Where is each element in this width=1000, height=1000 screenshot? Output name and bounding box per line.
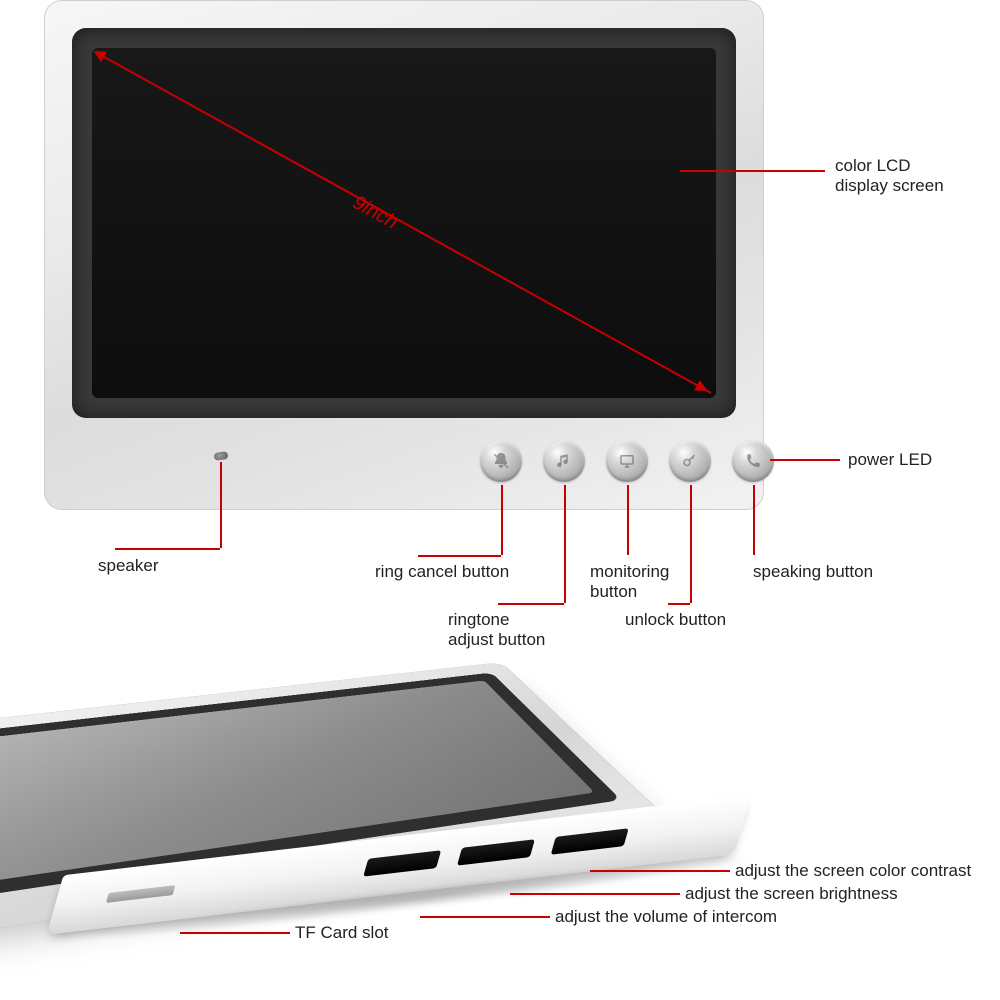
callout-monitoring: monitoring button (590, 562, 669, 603)
callout-lcd: color LCD display screen (835, 156, 944, 197)
callout-brightness: adjust the screen brightness (685, 884, 898, 904)
monitor-icon (618, 452, 636, 470)
brightness-slider[interactable] (457, 839, 535, 865)
callout-line (115, 548, 220, 550)
callout-power-led: power LED (848, 450, 932, 470)
callout-speaker: speaker (98, 556, 158, 576)
ring-cancel-button[interactable] (480, 440, 522, 482)
callout-tf: TF Card slot (295, 923, 389, 943)
unlock-button[interactable] (669, 440, 711, 482)
callout-line (753, 485, 755, 555)
callout-line (770, 459, 840, 461)
screen-bezel (72, 28, 736, 418)
contrast-slider[interactable] (551, 828, 629, 854)
callout-line (418, 555, 501, 557)
speaker-grille (214, 451, 229, 461)
phone-icon (744, 452, 762, 470)
callout-contrast: adjust the screen color contrast (735, 861, 971, 881)
callout-line (564, 485, 566, 603)
tf-card-slot[interactable] (106, 885, 175, 903)
callout-line (627, 485, 629, 555)
callout-line (590, 870, 730, 872)
monitoring-button[interactable] (606, 440, 648, 482)
callout-line (420, 916, 550, 918)
ringtone-adjust-button[interactable] (543, 440, 585, 482)
volume-slider[interactable] (363, 850, 441, 876)
bell-slash-icon (492, 452, 510, 470)
callout-volume: adjust the volume of intercom (555, 907, 777, 927)
callout-line (668, 603, 690, 605)
key-icon (681, 452, 699, 470)
callout-line (220, 462, 222, 548)
callout-ringtone: ringtone adjust button (448, 610, 545, 651)
callout-speaking: speaking button (753, 562, 873, 582)
callout-ring-cancel: ring cancel button (375, 562, 509, 582)
lcd-screen (92, 48, 716, 398)
callout-line (680, 170, 825, 172)
callout-line (180, 932, 290, 934)
speaking-button[interactable] (732, 440, 774, 482)
music-note-icon (555, 452, 573, 470)
callout-unlock: unlock button (625, 610, 726, 630)
callout-line (690, 485, 692, 603)
callout-line (510, 893, 680, 895)
callout-line (498, 603, 564, 605)
callout-line (501, 485, 503, 555)
device-front-view: 9inch (44, 0, 764, 510)
